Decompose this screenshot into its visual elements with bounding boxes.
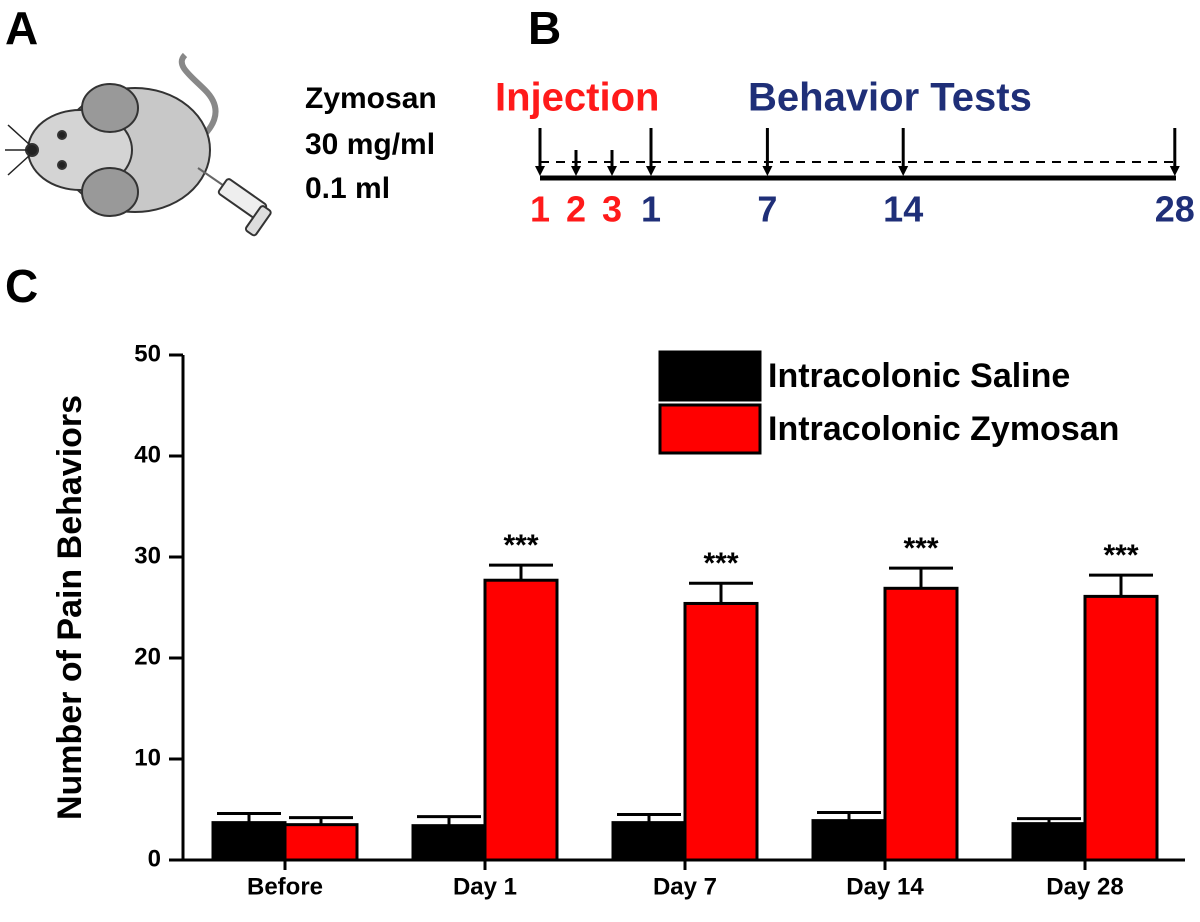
significance: *** bbox=[903, 532, 938, 565]
test-day: 28 bbox=[1155, 189, 1195, 230]
legend-label: Intracolonic Saline bbox=[768, 357, 1070, 395]
legend-label: Intracolonic Zymosan bbox=[768, 410, 1119, 448]
x-tick-label: Day 28 bbox=[1046, 873, 1123, 900]
injection-arrow-head bbox=[607, 166, 617, 176]
injection-arrow-head bbox=[571, 166, 581, 176]
bar bbox=[1083, 594, 1159, 862]
y-tick-label: 20 bbox=[134, 643, 161, 670]
test-day: 1 bbox=[641, 189, 661, 230]
panel-label: C bbox=[5, 260, 38, 312]
significance: *** bbox=[1103, 539, 1138, 572]
significance: *** bbox=[703, 547, 738, 580]
injection-day: 2 bbox=[566, 189, 586, 230]
bar bbox=[1011, 822, 1087, 862]
panel-label: B bbox=[528, 2, 561, 54]
y-tick-label: 30 bbox=[134, 542, 161, 569]
dose-text: Zymosan bbox=[305, 82, 437, 115]
test-arrow-head bbox=[1169, 166, 1180, 176]
test-arrow-head bbox=[646, 166, 656, 176]
x-tick-label: Before bbox=[247, 873, 323, 900]
injection-arrow-head bbox=[535, 166, 545, 176]
x-tick-label: Day 1 bbox=[453, 873, 517, 900]
dose-text: 0.1 ml bbox=[305, 172, 390, 205]
y-tick-label: 0 bbox=[148, 845, 161, 872]
test-arrow-head bbox=[762, 166, 773, 176]
test-day: 7 bbox=[757, 189, 777, 230]
panel-label: A bbox=[5, 2, 38, 54]
y-tick-label: 10 bbox=[134, 744, 161, 771]
bar bbox=[811, 819, 887, 862]
bar bbox=[683, 601, 759, 862]
test-arrow-head bbox=[898, 166, 909, 176]
tests-label: Behavior Tests bbox=[748, 76, 1032, 120]
test-day: 14 bbox=[883, 189, 923, 230]
mouse-illustration bbox=[5, 52, 272, 237]
injection-label: Injection bbox=[495, 76, 659, 120]
bar bbox=[211, 821, 287, 862]
significance: *** bbox=[503, 529, 538, 562]
legend-swatch bbox=[658, 350, 762, 402]
x-tick-label: Day 7 bbox=[653, 873, 717, 900]
dose-text: 30 mg/ml bbox=[305, 128, 435, 161]
bar bbox=[411, 824, 487, 862]
y-axis-label: Number of Pain Behaviors bbox=[51, 395, 89, 820]
bar bbox=[483, 578, 559, 862]
x-tick-label: Day 14 bbox=[846, 873, 924, 900]
bar bbox=[883, 586, 959, 862]
y-tick-label: 40 bbox=[134, 441, 161, 468]
bar bbox=[611, 821, 687, 862]
bar bbox=[283, 823, 359, 862]
injection-day: 3 bbox=[602, 189, 622, 230]
legend-swatch bbox=[658, 403, 762, 455]
injection-day: 1 bbox=[530, 189, 550, 230]
y-tick-label: 50 bbox=[134, 340, 161, 367]
